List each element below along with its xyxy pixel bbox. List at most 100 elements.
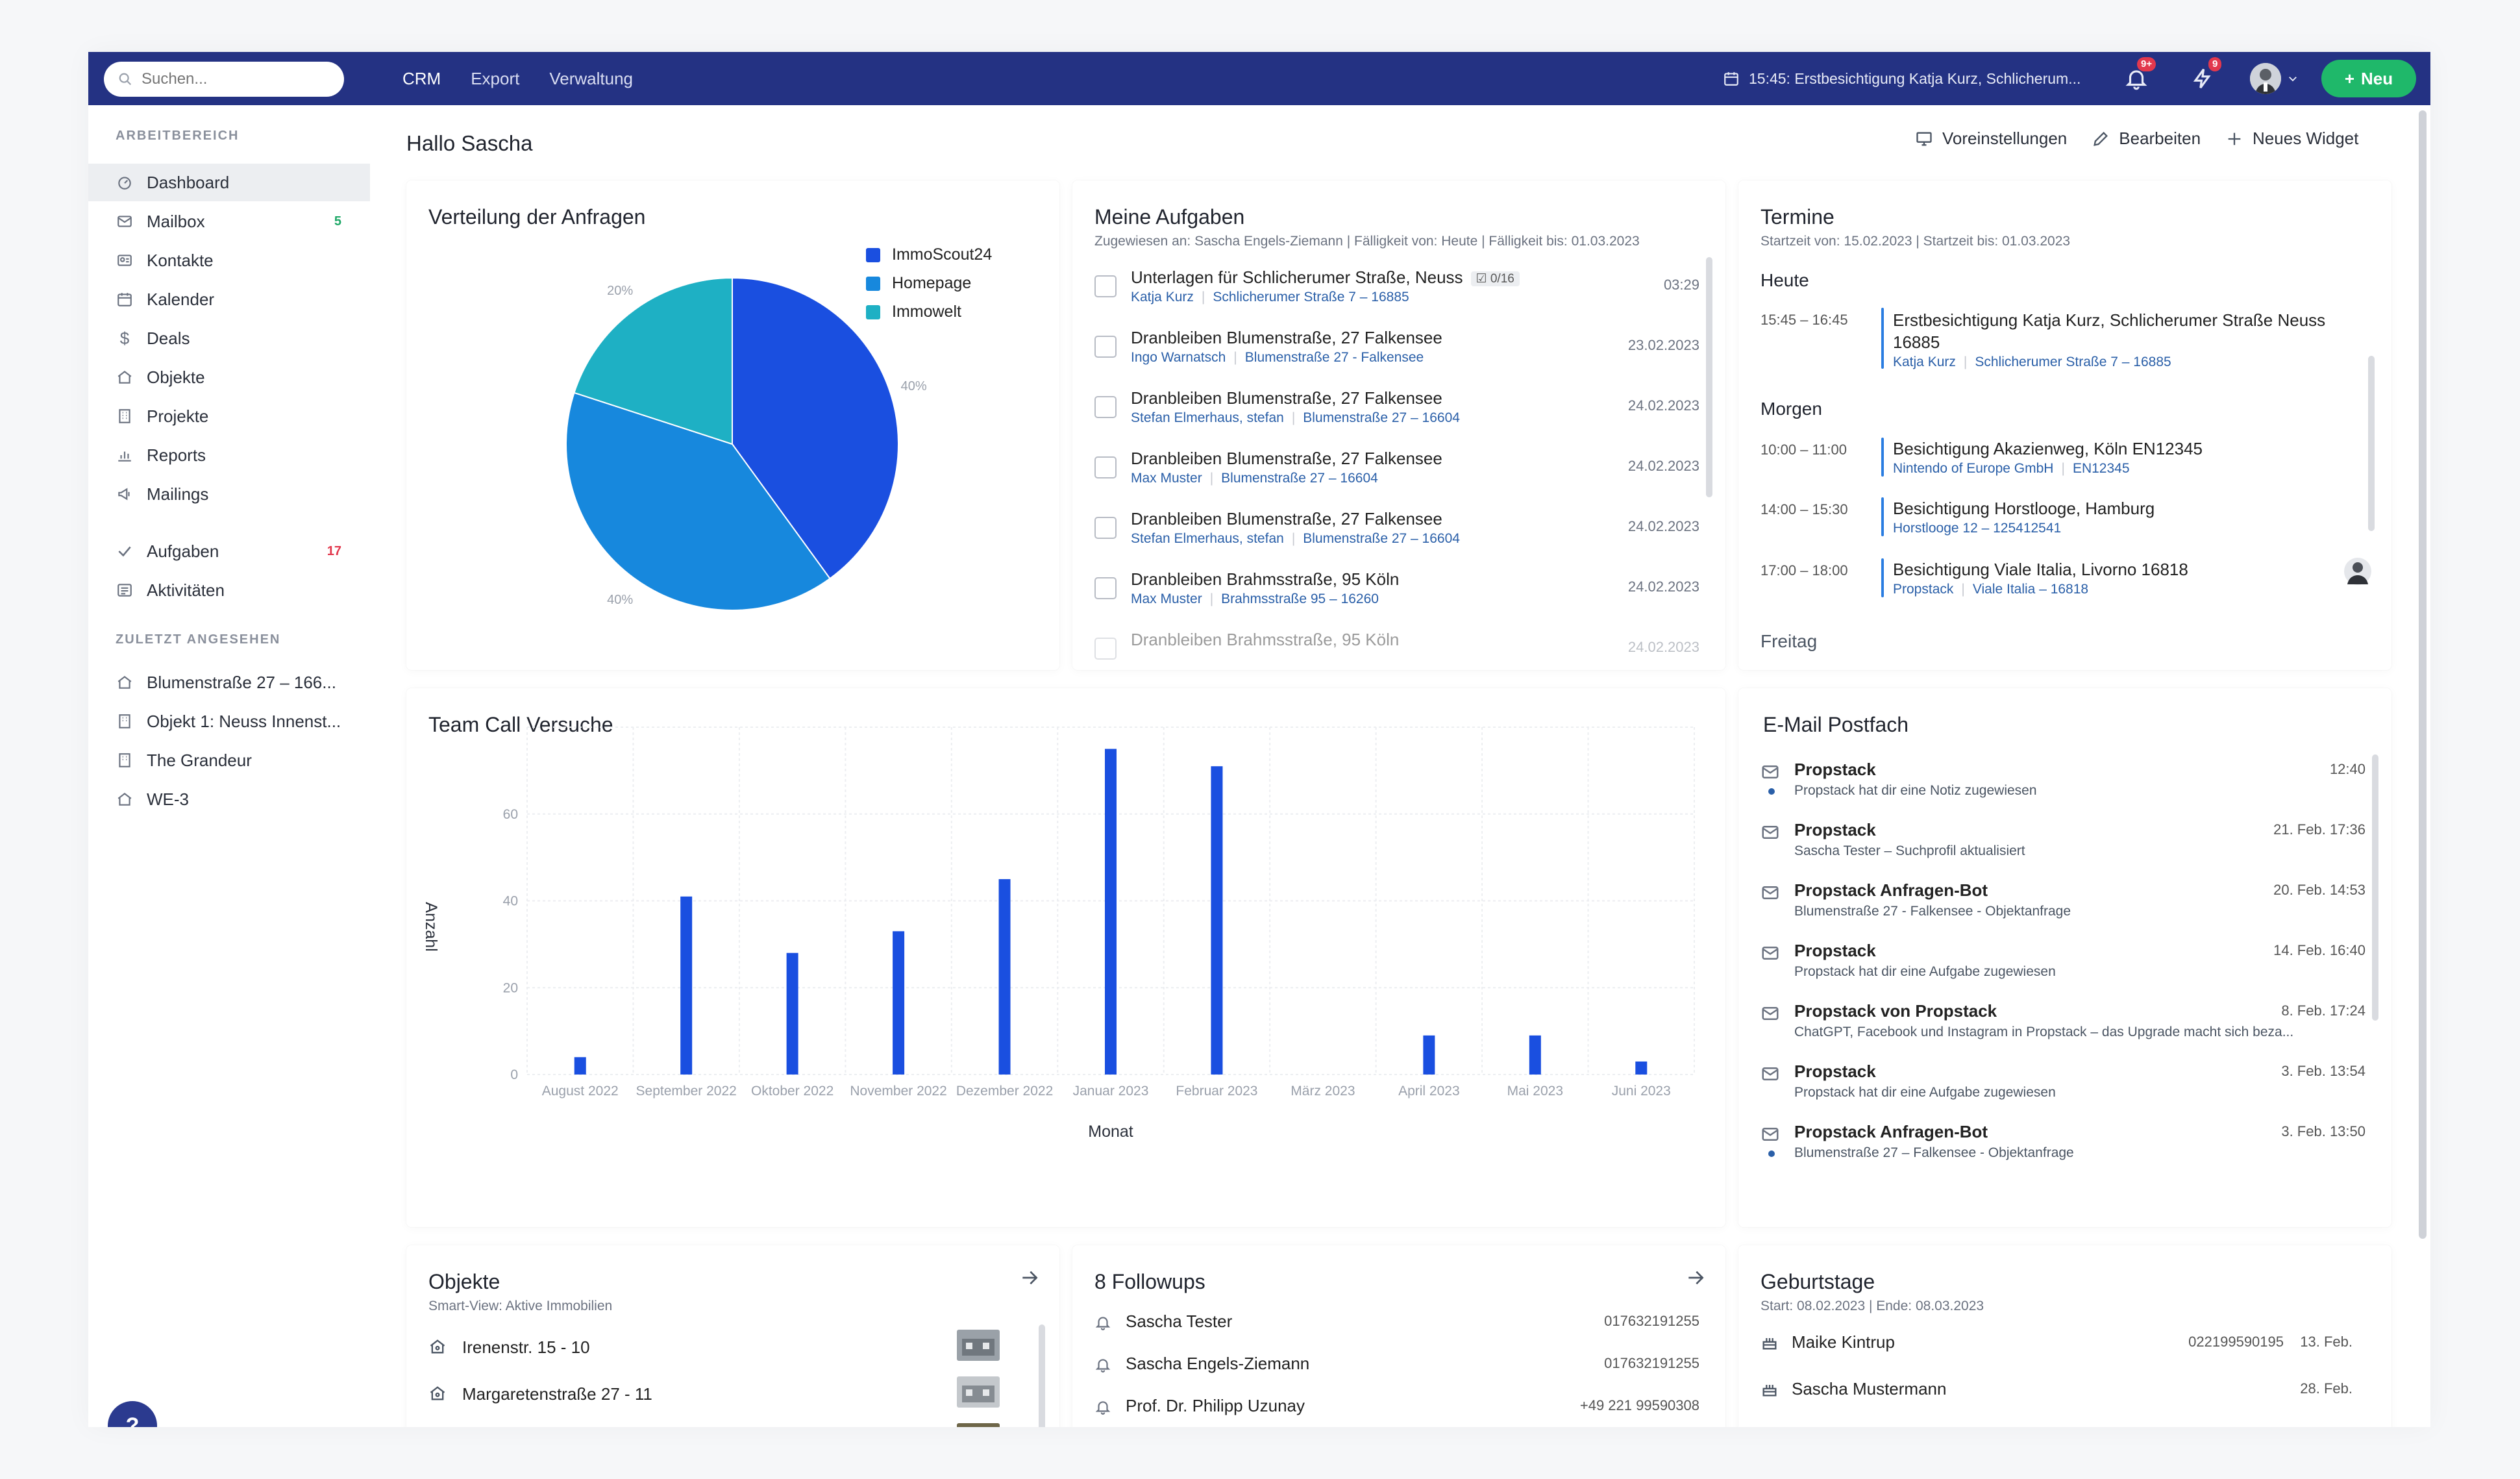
sidebar-item-deals[interactable]: $ Deals: [88, 319, 370, 357]
mail-item[interactable]: Propstack Propstack hat dir eine Aufgabe …: [1760, 1059, 2366, 1119]
objekt-item[interactable]: Irenenstr. 15 - 10: [428, 1326, 1000, 1373]
pie-slice[interactable]: [565, 392, 831, 611]
task-checkbox[interactable]: [1094, 275, 1117, 297]
followup-name: Sascha Tester: [1126, 1311, 1233, 1331]
scrollbar[interactable]: [1039, 1324, 1045, 1427]
legend-item-immowelt[interactable]: Immowelt: [866, 303, 961, 321]
mail-item[interactable]: Propstack Propstack hat dir eine Notiz zu…: [1760, 757, 2366, 817]
task-object: Schlicherumer Straße 7 – 16885: [1213, 290, 1409, 304]
sidebar-item-projekte[interactable]: Projekte: [88, 397, 370, 435]
next-appointment[interactable]: 15:45: Erstbesichtigung Katja Kurz, Schl…: [1723, 52, 2081, 105]
bell-icon[interactable]: [2124, 66, 2149, 91]
bar[interactable]: [680, 896, 693, 1075]
topnav-crm[interactable]: CRM: [402, 68, 441, 88]
lightning-icon[interactable]: [2190, 66, 2215, 91]
search-input[interactable]: [140, 69, 325, 89]
sidebar-item-label: Reports: [147, 445, 206, 465]
topnav-verwaltung[interactable]: Verwaltung: [549, 68, 634, 88]
help-button[interactable]: ?: [108, 1401, 157, 1427]
recent-item[interactable]: The Grandeur: [88, 741, 370, 779]
followup-item[interactable]: Sascha Engels-Ziemann 017632191255: [1094, 1347, 1699, 1389]
mail-sender: Propstack Anfragen-Bot: [1794, 1122, 1988, 1141]
task-row[interactable]: Dranbleiben Blumenstraße, 27 Falkensee St…: [1094, 382, 1699, 441]
bar[interactable]: [1635, 1061, 1648, 1075]
mail-item[interactable]: Propstack von Propstack ChatGPT, Facebook…: [1760, 999, 2366, 1058]
task-row[interactable]: Dranbleiben Blumenstraße, 27 Falkensee Ma…: [1094, 442, 1699, 502]
user-avatar[interactable]: [2250, 63, 2281, 94]
birthday-item[interactable]: Maike Kintrup 022199590195 13. Feb.: [1760, 1326, 2353, 1367]
mail-item[interactable]: Propstack Anfragen-Bot Blumenstraße 27 - …: [1760, 878, 2366, 938]
sidebar-item-dashboard[interactable]: Dashboard: [88, 164, 370, 201]
followup-item[interactable]: Prof. Dr. Philipp Uzunay +49 221 99590308: [1094, 1389, 1699, 1427]
scrollbar[interactable]: [1706, 257, 1712, 497]
scrollbar[interactable]: [2368, 356, 2375, 531]
scrollbar[interactable]: [2372, 754, 2378, 1021]
new-button[interactable]: + Neu: [2321, 60, 2416, 97]
search-icon: [119, 73, 132, 86]
task-row[interactable]: Unterlagen für Schlicherumer Straße, Neu…: [1094, 261, 1699, 321]
appointment-item[interactable]: 17:00 – 18:00 Besichtigung Viale Italia,…: [1760, 558, 2371, 599]
legend-item-homepage[interactable]: Homepage: [866, 274, 971, 293]
bar-chart: 0 20 40 60 August 2022 September 2022 Oktober …: [422, 727, 1695, 1141]
chevron-down-icon[interactable]: [2287, 73, 2299, 84]
sidebar-item-aufgaben[interactable]: Aufgaben 17: [88, 532, 370, 570]
mail-item[interactable]: Propstack Anfragen-Bot Blumenstraße 27 – …: [1760, 1119, 2366, 1179]
appointment-item[interactable]: 10:00 – 11:00 Besichtigung Akazienweg, K…: [1760, 438, 2353, 478]
house-icon: [116, 790, 134, 808]
pie-slice[interactable]: [732, 277, 899, 580]
task-date: 03:29: [1663, 277, 1699, 293]
sidebar-item-objekte[interactable]: Objekte: [88, 358, 370, 396]
sidebar-item-kontakte[interactable]: Kontakte: [88, 242, 370, 279]
sidebar-item-label: Kalender: [147, 289, 215, 309]
birthday-item[interactable]: Sascha Mustermann 28. Feb.: [1760, 1373, 2353, 1414]
recent-item[interactable]: Blumenstraße 27 – 166...: [88, 664, 370, 701]
sidebar-item-mailbox[interactable]: Mailbox 5: [88, 203, 370, 240]
arrow-right-icon[interactable]: [1685, 1267, 1706, 1288]
appointment-item[interactable]: 14:00 – 15:30 Besichtigung Horstlooge, H…: [1760, 497, 2353, 538]
mail-item[interactable]: Propstack Sascha Tester – Suchprofil aktu…: [1760, 817, 2366, 877]
arrow-right-icon[interactable]: [1019, 1267, 1040, 1288]
bar[interactable]: [1211, 766, 1223, 1075]
bar[interactable]: [1529, 1035, 1541, 1075]
topnav-export[interactable]: Export: [471, 68, 520, 88]
bearbeiten-button[interactable]: Bearbeiten: [2092, 129, 2201, 149]
task-checkbox[interactable]: [1094, 638, 1117, 660]
task-checkbox[interactable]: [1094, 396, 1117, 418]
bar[interactable]: [998, 879, 1011, 1075]
voreinstellungen-button[interactable]: Voreinstellungen: [1915, 129, 2067, 149]
bar[interactable]: [1423, 1035, 1435, 1075]
task-checkbox[interactable]: [1094, 336, 1117, 358]
sidebar-item-kalender[interactable]: Kalender: [88, 280, 370, 318]
recent-item[interactable]: Objekt 1: Neuss Innenst...: [88, 702, 370, 740]
bar[interactable]: [1105, 749, 1117, 1075]
sidebar-item-aktivitaeten[interactable]: Aktivitäten: [88, 571, 370, 609]
task-row[interactable]: Dranbleiben Blumenstraße, 27 Falkensee In…: [1094, 321, 1699, 381]
neues-widget-button[interactable]: Neues Widget: [2225, 129, 2358, 149]
bar[interactable]: [893, 931, 905, 1075]
task-row[interactable]: Dranbleiben Brahmsstraße, 95 Köln 24.02.2…: [1094, 623, 1699, 670]
followup-item[interactable]: Sascha Tester 017632191255: [1094, 1305, 1699, 1347]
bar[interactable]: [786, 952, 798, 1075]
house-icon: [430, 1339, 445, 1354]
task-row[interactable]: Dranbleiben Blumenstraße, 27 Falkensee St…: [1094, 503, 1699, 562]
pie-slice[interactable]: [573, 277, 733, 445]
mail-time: 20. Feb. 14:53: [2273, 882, 2366, 898]
card-subtitle: Start: 08.02.2023 | Ende: 08.03.2023: [1760, 1299, 1984, 1313]
appointment-item[interactable]: 15:45 – 16:45 Erstbesichtigung Katja Kur…: [1760, 308, 2353, 370]
legend-item-immoscout24[interactable]: ImmoScout24: [866, 245, 992, 264]
sidebar-item-reports[interactable]: Reports: [88, 436, 370, 474]
bar[interactable]: [574, 1057, 586, 1075]
page-scrollbar[interactable]: [2419, 110, 2427, 1239]
task-checkbox[interactable]: [1094, 517, 1117, 539]
task-row[interactable]: Dranbleiben Brahmsstraße, 95 Köln Max Mus…: [1094, 563, 1699, 623]
x-tick-label: Mai 2023: [1507, 1084, 1563, 1099]
search-box[interactable]: [104, 62, 344, 97]
objekt-item[interactable]: Erlenhagen 4 - 12: [428, 1419, 1000, 1427]
recent-item[interactable]: WE-3: [88, 780, 370, 818]
objekt-item[interactable]: Margaretenstraße 27 - 11: [428, 1373, 1000, 1419]
section-label-workspace: ARBEITBEREICH: [116, 129, 240, 143]
sidebar-item-mailings[interactable]: Mailings: [88, 475, 370, 513]
mail-item[interactable]: Propstack Propstack hat dir eine Aufgabe …: [1760, 938, 2366, 998]
task-checkbox[interactable]: [1094, 456, 1117, 478]
task-checkbox[interactable]: [1094, 577, 1117, 599]
